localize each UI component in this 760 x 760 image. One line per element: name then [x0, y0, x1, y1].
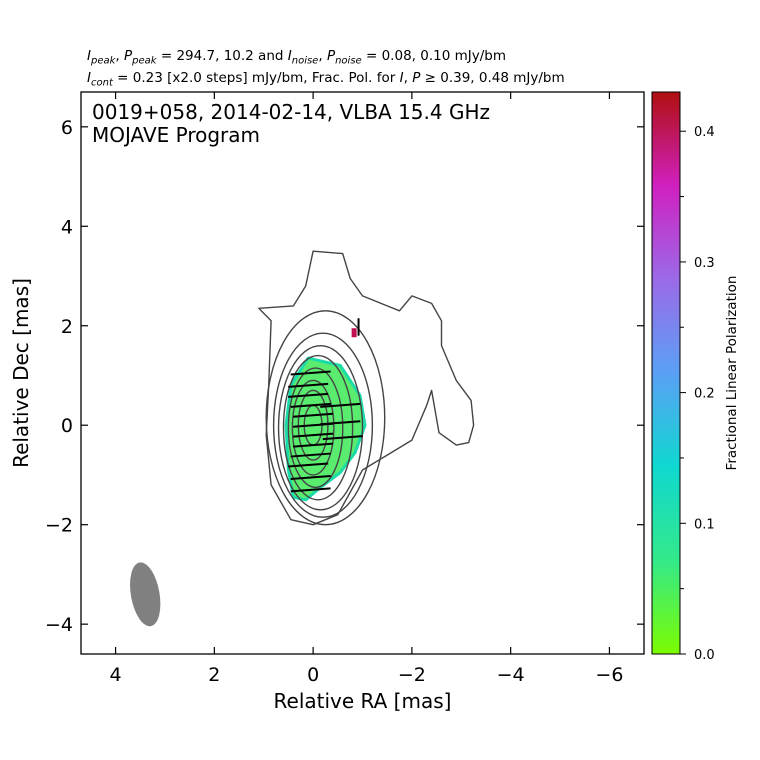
contour-level-3 — [272, 332, 374, 518]
evpa-tick — [290, 402, 331, 408]
y-tick-label: −2 — [45, 515, 73, 537]
colorbar-tick-label: 0.2 — [694, 387, 715, 402]
colorbar — [651, 91, 681, 655]
y-tick-label: 4 — [61, 216, 73, 238]
header-line-contours: Icont = 0.23 [x2.0 steps] mJy/bm, Frac. … — [87, 70, 565, 89]
evpa-tick — [293, 432, 334, 438]
evpa-tick — [288, 392, 329, 398]
evpa-tick — [288, 462, 329, 468]
evpa-tick — [290, 452, 331, 458]
x-axis-label: Relative RA [mas] — [274, 689, 452, 713]
x-tick-label: 4 — [110, 664, 122, 686]
colorbar-tick-label: 0.0 — [694, 648, 715, 663]
evpa-tick — [293, 412, 334, 418]
evpa-tick — [320, 402, 361, 408]
contour-level-5 — [282, 354, 354, 501]
high-pol-patch — [351, 328, 357, 338]
panel-title-program: MOJAVE Program — [92, 123, 260, 147]
y-tick-label: 6 — [61, 117, 73, 139]
contour-level-2 — [265, 310, 386, 526]
x-tick-label: −4 — [497, 664, 525, 686]
x-tick-label: 2 — [208, 664, 220, 686]
y-tick-label: −4 — [45, 614, 73, 636]
evpa-tick — [290, 474, 331, 480]
contour-level-7 — [291, 379, 335, 476]
contour-level-6 — [287, 367, 344, 489]
header-line-peaks: Ipeak, Ppeak = 294.7, 10.2 and Inoise, P… — [87, 48, 506, 67]
y-axis-label: Relative Dec [mas] — [9, 278, 33, 468]
x-tick-label: 0 — [307, 664, 319, 686]
contour-level-8 — [297, 389, 329, 461]
x-tick-label: −6 — [595, 664, 623, 686]
plot-frame — [80, 91, 645, 655]
panel-title-source: 0019+058, 2014-02-14, VLBA 15.4 GHz — [92, 100, 490, 124]
beam-ellipse — [130, 562, 161, 627]
evpa-tick — [320, 420, 361, 426]
colorbar-tick-label: 0.3 — [694, 256, 715, 271]
evpa-tick — [290, 370, 331, 376]
evpa-tick — [290, 487, 331, 493]
y-tick-label: 0 — [61, 415, 73, 437]
evpa-tick — [322, 435, 363, 441]
contour-level-4 — [277, 344, 364, 511]
colorbar-tick-label: 0.1 — [694, 517, 715, 532]
colorbar-tick-label: 0.4 — [694, 125, 715, 140]
y-tick-label: 2 — [61, 316, 73, 338]
colorbar-label: Fractional Linear Polarization — [724, 276, 740, 471]
evpa-tick — [288, 382, 329, 388]
evpa-tick — [293, 442, 334, 448]
x-tick-label: −2 — [398, 664, 426, 686]
